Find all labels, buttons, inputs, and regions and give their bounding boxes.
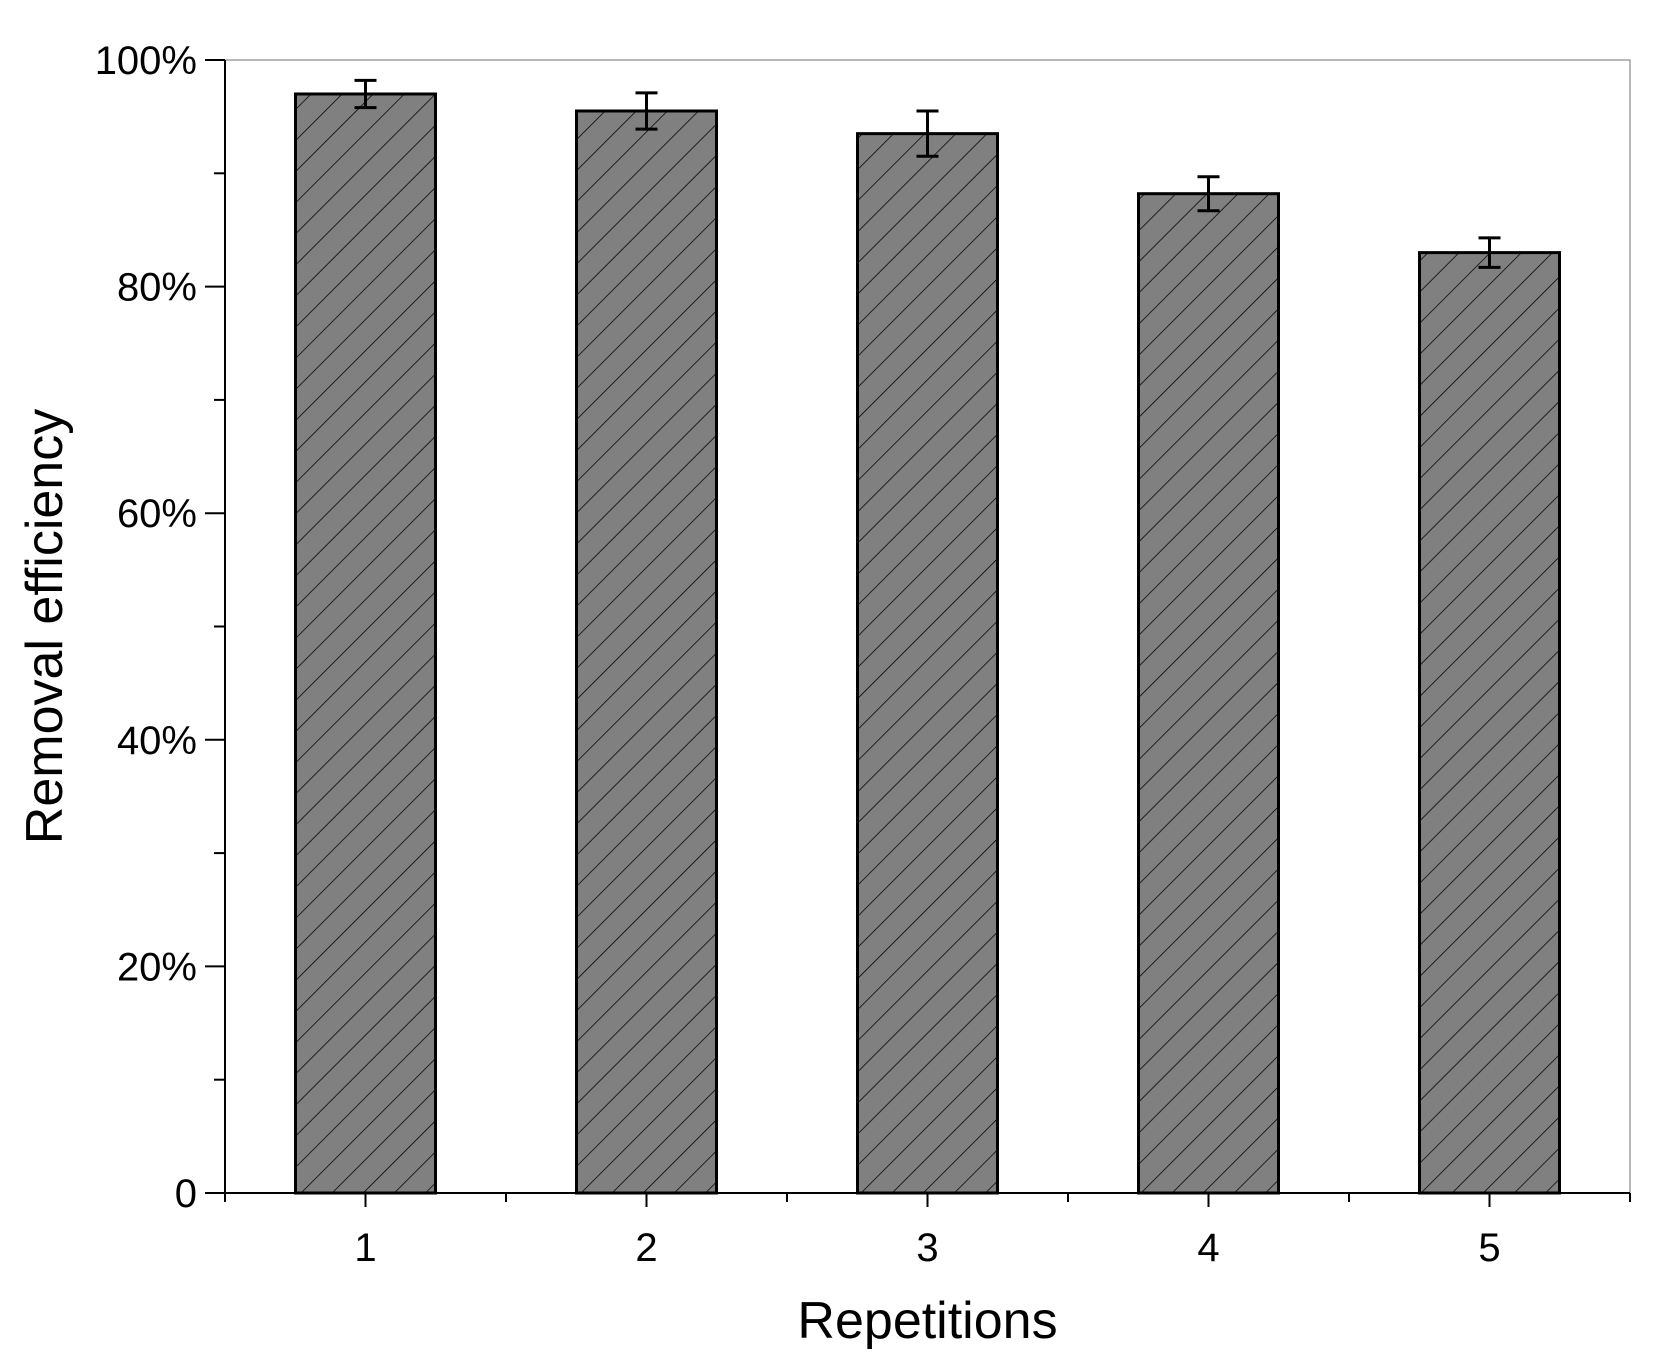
bar-hatch-3 [856, 132, 999, 1195]
x-tick-label-1: 1 [354, 1226, 376, 1270]
y-tick-label: 0 [175, 1172, 197, 1216]
bar-hatch-5 [1418, 251, 1561, 1195]
y-tick-label: 20% [117, 945, 197, 989]
y-tick-label: 40% [117, 719, 197, 763]
x-tick-label-5: 5 [1478, 1226, 1500, 1270]
axes-layer [205, 59, 1631, 1207]
x-tick-label-2: 2 [635, 1226, 657, 1270]
y-tick-label: 80% [117, 266, 197, 310]
bars-layer [294, 92, 1561, 1195]
bar-hatch-2 [575, 109, 718, 1195]
y-tick-label: 100% [95, 39, 197, 83]
y-tick-label: 60% [117, 492, 197, 536]
tick-labels-layer: 1 2 3 4 5 0 20% 40% 60% 80% 100% [95, 39, 1501, 1270]
bar-hatch-4 [1137, 192, 1280, 1195]
x-tick-label-4: 4 [1197, 1226, 1219, 1270]
y-axis-title: Removal efficiency [16, 409, 74, 844]
bar-hatch-1 [294, 92, 437, 1195]
x-axis-title: Repetitions [797, 1292, 1057, 1350]
x-tick-label-3: 3 [916, 1226, 938, 1270]
error-bars-layer [354, 78, 1501, 269]
